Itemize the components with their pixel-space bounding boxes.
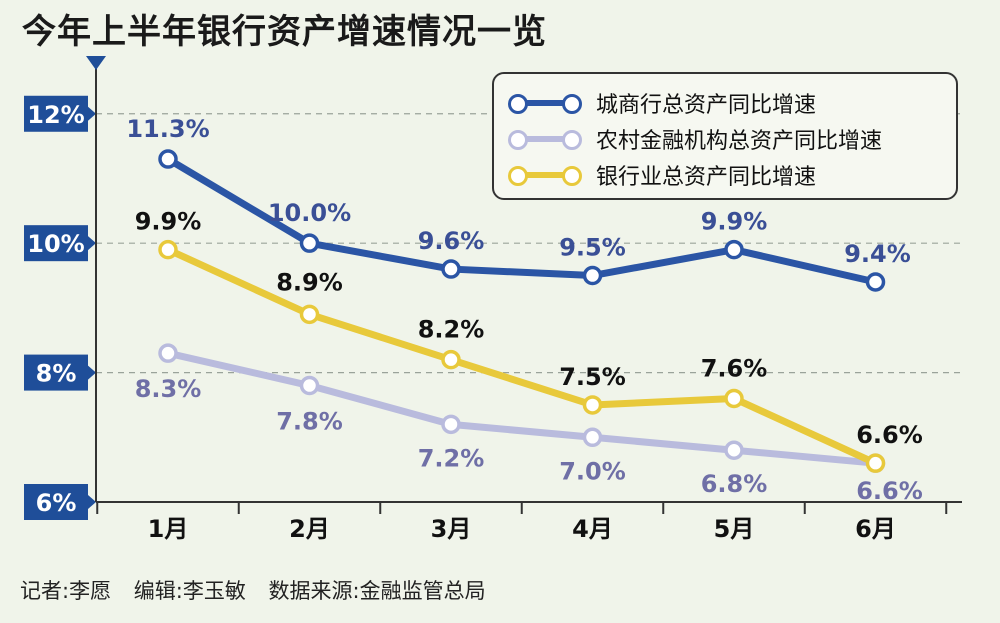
legend-swatch-banking-industry [508,162,582,188]
data-label: 8.3% [135,375,202,403]
data-point [441,259,461,279]
series-line [164,246,879,467]
data-point [582,265,603,286]
data-label: 9.5% [559,234,626,262]
series-line [164,349,879,467]
data-label: 7.8% [276,408,343,436]
data-point [441,414,461,435]
data-label: 7.0% [559,457,626,485]
data-point [158,239,178,260]
data-point [158,343,178,363]
chart-title: 今年上半年银行资产增速情况一览 [22,12,547,52]
data-label: 9.6% [418,227,485,255]
data-label: 10.0% [268,199,351,227]
data-point [299,304,320,325]
data-point [582,395,603,415]
data-point [299,233,320,253]
legend-item-rural-institutions: 农村金融机构总资产同比增速 [508,124,882,154]
data-point [299,375,320,396]
x-tick-label: 2月 [289,515,330,543]
legend-item-city-banks: 城商行总资产同比增速 [508,88,816,118]
legend-label-city-banks: 城商行总资产同比增速 [596,93,817,118]
data-label: 6.6% [856,421,923,449]
x-tick-label: 5月 [714,515,755,543]
legend-swatch-city-banks [508,90,582,116]
data-label: 7.6% [701,354,768,382]
y-tick-badge [24,225,88,262]
data-label: 9.9% [135,208,202,236]
legend-label-rural-institutions: 农村金融机构总资产同比增速 [596,129,883,154]
data-label: 8.9% [276,268,343,296]
data-point [865,272,886,292]
x-tick-label: 4月 [572,515,613,543]
y-tick-badge [24,354,88,391]
data-point [158,149,178,169]
data-point [724,239,744,260]
y-tick-pointer [88,365,96,380]
footer: 记者:李愿 编辑:李玉敏 数据来源:金融监管总局 [20,575,502,605]
data-point [724,388,744,409]
y-tick-label: 10% [27,230,84,258]
x-tick-label: 1月 [148,515,189,543]
x-tick-label: 6月 [855,515,896,543]
y-tick-label: 12% [27,101,84,129]
data-point [441,349,461,370]
y-axis-arrow [86,56,106,70]
legend-label-banking-industry: 银行业总资产同比增速 [596,165,817,190]
data-label: 6.6% [856,477,923,505]
legend-item-banking-industry: 银行业总资产同比增速 [508,160,816,190]
y-tick-pointer [88,495,96,509]
legend: 城商行总资产同比增速 农村金融机构总资产同比增速 银行业总资产同比增速 [492,72,958,200]
y-tick-pointer [88,236,96,251]
reporter-credit: 记者:李愿 [20,579,112,603]
y-tick-label: 8% [36,360,77,388]
editor-credit: 编辑:李玉敏 [133,579,246,603]
data-source: 数据来源:金融监管总局 [268,579,486,603]
data-point [865,453,886,473]
data-label: 9.4% [844,240,911,268]
y-tick-badge [24,95,88,132]
data-point [724,440,744,460]
data-label: 8.2% [418,316,485,344]
data-label: 6.8% [701,470,768,498]
y-tick-label: 6% [36,489,77,517]
x-tick-label: 3月 [431,515,472,543]
data-label: 7.2% [418,444,485,472]
data-label: 9.9% [701,208,768,236]
y-tick-badge [24,484,88,520]
data-label: 7.5% [559,363,626,391]
y-tick-pointer [88,106,96,121]
legend-swatch-rural-institutions [508,126,582,152]
data-point [582,427,603,448]
data-label: 11.3% [126,115,209,143]
series-line [164,155,879,286]
